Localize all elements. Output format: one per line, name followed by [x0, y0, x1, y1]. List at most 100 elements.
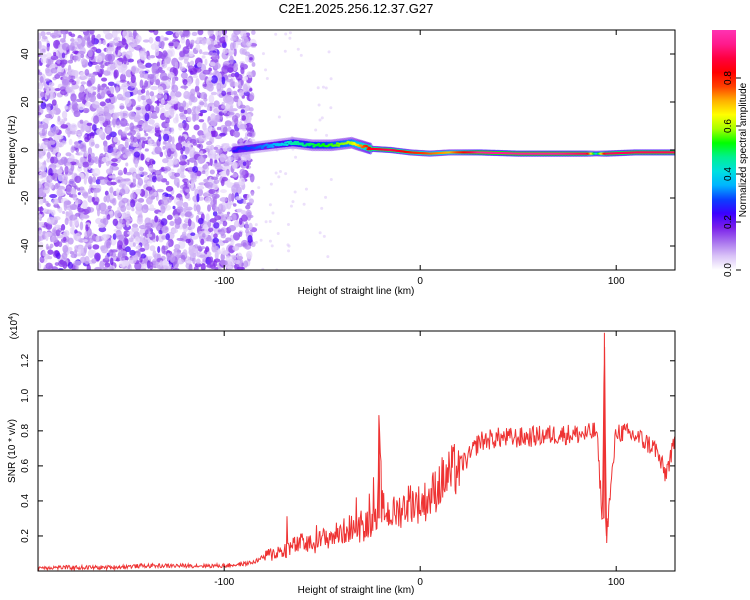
spectrogram-cell — [119, 105, 125, 110]
spectrogram-cell — [162, 158, 169, 164]
spectrogram-cell — [61, 118, 66, 124]
spectrogram-cell — [87, 93, 94, 98]
spectrogram-cell — [48, 82, 55, 87]
spectrogram-cell — [80, 81, 87, 85]
spectrogram-cell — [160, 205, 166, 214]
spectrogram-cell — [196, 204, 201, 213]
spectrogram-cell — [205, 213, 210, 222]
spectrogram-cell — [77, 133, 82, 139]
spectrogram-cell — [53, 30, 59, 37]
spectrogram-cell — [213, 233, 218, 239]
spectrogram-cell — [157, 212, 163, 216]
spectrogram-cell — [182, 100, 187, 108]
spectrogram-cell — [157, 86, 164, 95]
spectrogram-cell — [163, 140, 167, 145]
spectrogram-cell — [51, 198, 60, 205]
spectrogram-cell — [49, 182, 54, 190]
spectrogram-cell — [50, 55, 59, 61]
spectrogram-cell — [49, 127, 53, 131]
spectrogram-cell — [159, 260, 163, 267]
spectrogram-cell — [320, 116, 324, 120]
spectrogram-cell — [113, 136, 119, 143]
spectrogram-cell — [169, 220, 175, 226]
spectrogram-cell — [190, 96, 198, 103]
spectrogram-cell — [106, 214, 111, 220]
spectrogram-cell — [284, 172, 288, 176]
spectrogram-cell — [48, 167, 53, 177]
spectrogram-cell — [174, 214, 179, 219]
spectrogram-cell — [245, 204, 251, 210]
spectrogram-cell — [98, 202, 107, 212]
spectrogram-cell — [155, 94, 162, 99]
spectrogram-cell — [48, 209, 53, 214]
spectrogram-cell — [145, 222, 153, 229]
spectrogram-cell — [166, 57, 171, 65]
spectrogram-cell — [197, 217, 204, 225]
spectrogram-cell — [200, 246, 206, 250]
spectrogram-cell — [170, 127, 175, 135]
spectrogram-cell — [198, 49, 203, 55]
spectrogram-cell — [44, 117, 52, 121]
spectrogram-cell — [207, 220, 212, 228]
spectrogram-cell — [210, 118, 217, 127]
spectrogram-cell — [105, 113, 112, 117]
spectrogram-cell — [74, 143, 82, 149]
spectrogram-cell — [122, 260, 131, 266]
spectrogram-cell — [61, 52, 66, 59]
spectrogram-cell — [277, 115, 281, 119]
spectrogram-cell — [160, 98, 165, 105]
spectrogram-cell — [160, 40, 165, 50]
spectrogram-cell — [154, 215, 159, 223]
spectrogram-cell — [38, 32, 42, 41]
spectrogram-cell — [149, 91, 155, 97]
spectrogram-cell — [148, 118, 155, 125]
spectrogram-cell — [120, 85, 124, 90]
spectrogram-cell — [51, 110, 57, 115]
spectrogram-cell — [242, 199, 247, 205]
spectrogram-cell — [105, 134, 111, 141]
spectrogram-cell — [112, 218, 119, 227]
spectrogram-cell — [88, 89, 94, 94]
spectrogram-cell — [142, 101, 148, 106]
spectrogram-cell — [230, 90, 234, 96]
spectrogram-cell — [96, 207, 101, 217]
spectrogram-cell — [97, 85, 105, 91]
spectrogram-cell — [106, 127, 111, 135]
spectrogram-cell — [69, 130, 78, 135]
spectrogram-cell — [77, 103, 85, 111]
spectrogram-cell — [52, 125, 60, 135]
spectrogram-cell — [165, 181, 170, 186]
spectrogram-cell — [274, 32, 278, 36]
spectrogram-cell — [250, 191, 255, 196]
spectrogram-cell — [329, 178, 333, 182]
spectrogram-cell — [128, 237, 134, 243]
spectrogram-cell — [96, 128, 104, 135]
spectrogram-cell — [149, 265, 154, 270]
spectrogram-cell — [146, 180, 152, 187]
spectrogram-cell — [70, 253, 77, 259]
spectrogram-cell — [63, 202, 68, 211]
spectrogram-cell — [246, 193, 251, 201]
spectrogram-cell — [87, 188, 92, 195]
spectrogram-cell — [210, 144, 215, 151]
spectrogram-cell — [145, 62, 152, 68]
spectrogram-cell — [174, 91, 182, 98]
spectrogram-cell — [233, 63, 238, 72]
spectrogram-cell — [202, 224, 209, 230]
spectrogram-cell — [144, 148, 149, 152]
spectrogram-cell — [321, 142, 325, 146]
spectrogram-x-tick-label: 100 — [608, 276, 625, 287]
spectrogram-cell — [212, 206, 220, 212]
spectrogram-cell — [288, 36, 292, 40]
snr-axis-ticks: -100 0 100 0.2 0.4 0.6 0.8 1.0 1.2 — [20, 331, 675, 588]
spectrogram-cell — [276, 232, 280, 236]
spectrogram-cell — [271, 145, 275, 148]
spectrogram-cell — [61, 252, 68, 260]
spectrogram-cell — [41, 35, 48, 40]
spectrogram-cell — [100, 64, 105, 69]
spectrogram-cell — [164, 93, 168, 100]
colorbar-ticks: 0.0 0.2 0.4 0.6 0.8 — [723, 71, 741, 277]
spectrogram-cell — [220, 189, 227, 194]
spectrogram-cell — [66, 185, 72, 193]
spectrogram-cell — [91, 36, 95, 45]
